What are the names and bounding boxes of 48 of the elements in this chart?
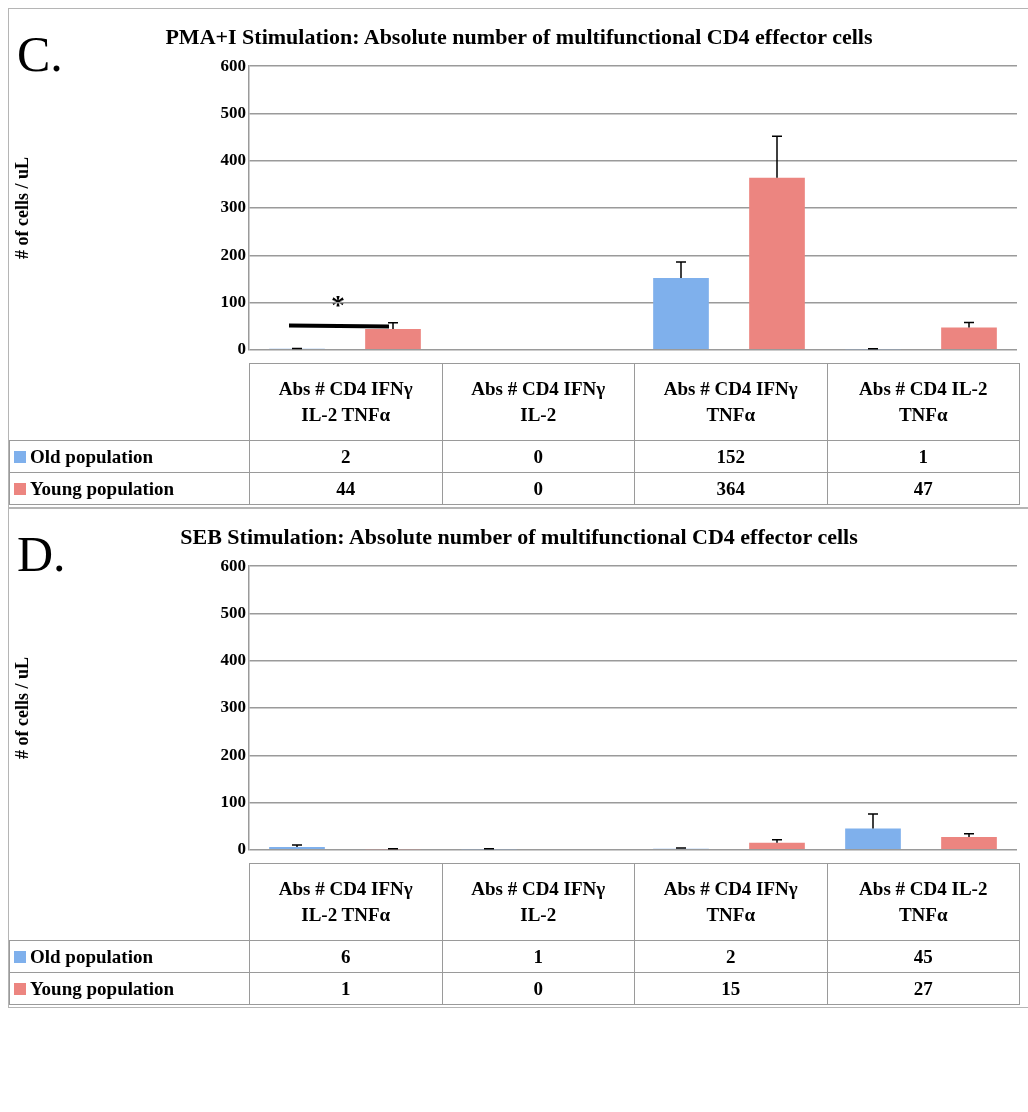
data-label: 27 xyxy=(827,972,1020,1005)
y-tick-label: 500 xyxy=(220,102,246,122)
data-label: 47 xyxy=(827,472,1020,505)
y-tick-label: 200 xyxy=(220,744,246,764)
y-axis-title: # of cells / uL xyxy=(12,657,33,759)
data-label: 15 xyxy=(634,972,827,1005)
text: D. xyxy=(17,525,66,583)
data-label: 2 xyxy=(249,440,442,473)
y-tick-label: 100 xyxy=(220,791,246,811)
y-tick-label: 0 xyxy=(237,839,246,859)
data-label: 1 xyxy=(827,440,1020,473)
x-tick-label: Abs # CD4 IFNγ TNFα xyxy=(634,863,827,941)
y-tick-label: 600 xyxy=(220,555,246,575)
data-label: 1 xyxy=(249,972,442,1005)
data-label: 45 xyxy=(827,940,1020,973)
y-tick-label: 100 xyxy=(220,291,246,311)
y-tick-label: 500 xyxy=(220,602,246,622)
y-axis-title: # of cells / uL xyxy=(12,157,33,259)
data-label: 0 xyxy=(442,972,635,1005)
chart-title: PMA+I Stimulation: Absolute number of multifunctional CD4 effector cells xyxy=(164,23,874,51)
text: C. xyxy=(17,25,63,83)
y-tick-label: 600 xyxy=(220,55,246,75)
x-tick-label: Abs # CD4 IL-2 TNFα xyxy=(827,363,1020,441)
y-tick-label: 400 xyxy=(220,650,246,670)
y-tick-label: 300 xyxy=(220,197,246,217)
y-tick-label: 0 xyxy=(237,339,246,359)
x-tick-label: Abs # CD4 IFNγ TNFα xyxy=(634,363,827,441)
legend-label: Old population xyxy=(9,440,250,473)
legend-label: Young population xyxy=(9,472,250,505)
data-label: 152 xyxy=(634,440,827,473)
x-tick-label: Abs # CD4 IFNγ IL-2 TNFα xyxy=(249,863,442,941)
chart-title: SEB Stimulation: Absolute number of multifunctional CD4 effector cells xyxy=(179,523,859,551)
x-tick-label: Abs # CD4 IFNγ IL-2 xyxy=(442,863,635,941)
x-tick-label: Abs # CD4 IFNγ IL-2 xyxy=(442,363,635,441)
data-label: 44 xyxy=(249,472,442,505)
y-tick-label: 400 xyxy=(220,150,246,170)
data-label: 2 xyxy=(634,940,827,973)
data-label: 0 xyxy=(442,440,635,473)
data-label: 364 xyxy=(634,472,827,505)
data-label: 1 xyxy=(442,940,635,973)
x-tick-label: Abs # CD4 IFNγ IL-2 TNFα xyxy=(249,363,442,441)
legend-label: Young population xyxy=(9,972,250,1005)
legend-label: Old population xyxy=(9,940,250,973)
data-label: 0 xyxy=(442,472,635,505)
x-tick-label: Abs # CD4 IL-2 TNFα xyxy=(827,863,1020,941)
y-tick-label: 300 xyxy=(220,697,246,717)
data-label: 6 xyxy=(249,940,442,973)
y-tick-label: 200 xyxy=(220,244,246,264)
